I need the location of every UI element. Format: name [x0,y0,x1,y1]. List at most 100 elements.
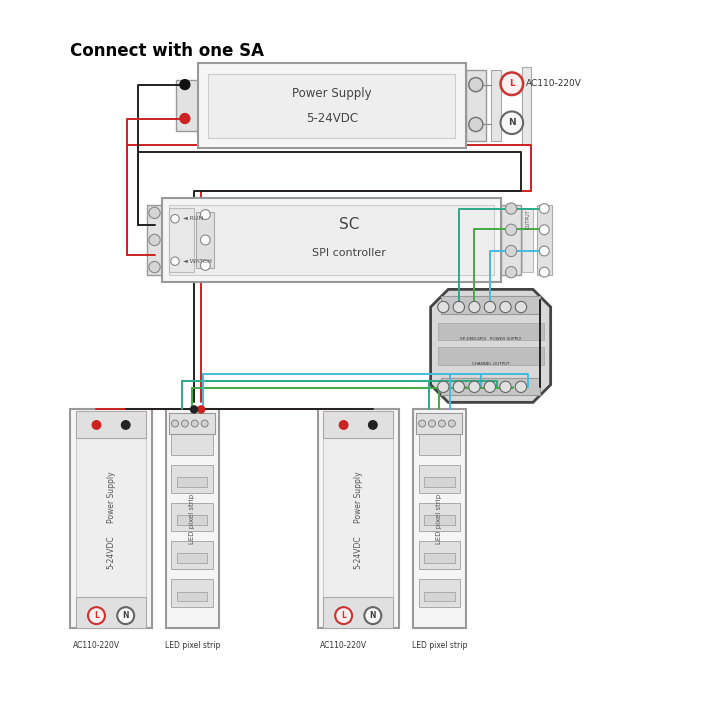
Bar [323,438,393,600]
Text: LED pixel strip: LED pixel strip [436,494,442,544]
Circle shape [197,406,204,413]
Bar [438,348,544,365]
Circle shape [191,406,197,413]
Bar [323,597,393,629]
Circle shape [335,607,352,624]
Bar [418,464,460,492]
Bar [171,464,213,492]
Bar [171,503,213,531]
Text: N: N [508,118,516,127]
Text: SP-DMX-SPI3   POWER SUPPLY: SP-DMX-SPI3 POWER SUPPLY [460,337,521,341]
Bar [523,208,533,271]
Circle shape [201,420,208,427]
Bar [171,579,213,607]
Bar [418,541,460,569]
Circle shape [516,302,526,312]
Circle shape [485,381,495,392]
Text: ◄ RUN: ◄ RUN [184,216,204,221]
Bar [323,411,393,438]
Text: 5-24VDC: 5-24VDC [107,535,116,569]
Text: SPI controller: SPI controller [312,248,386,258]
Bar [523,67,531,145]
Circle shape [485,302,495,312]
Text: AC110-220V: AC110-220V [526,79,582,89]
Circle shape [453,302,464,312]
Bar [208,74,455,138]
Circle shape [438,420,446,427]
Bar [147,204,163,275]
Bar [490,71,501,141]
Circle shape [539,267,549,277]
Text: N: N [369,611,376,620]
Circle shape [192,420,198,427]
Circle shape [117,607,134,624]
Text: Power Supply: Power Supply [292,86,372,99]
Text: 5-24VDC: 5-24VDC [306,112,358,125]
Text: LED pixel strip: LED pixel strip [165,641,220,650]
Circle shape [438,381,449,392]
Bar [171,541,213,569]
Circle shape [200,261,210,270]
Bar [166,410,219,629]
Bar [424,554,454,563]
Bar [418,426,460,454]
Bar [177,554,207,563]
Bar [416,413,462,434]
Circle shape [505,246,517,256]
Bar [536,204,552,275]
Circle shape [505,266,517,278]
Bar [169,208,194,271]
Circle shape [88,607,105,624]
Text: L: L [509,79,515,89]
Bar [76,411,146,438]
Circle shape [469,117,483,132]
Bar [424,477,454,487]
Circle shape [453,381,464,392]
Bar [177,477,207,487]
Circle shape [469,381,480,392]
Text: Power Supply: Power Supply [107,471,116,523]
Text: OUTPUT: OUTPUT [526,209,531,228]
Bar [424,592,454,601]
Bar [196,212,214,269]
Circle shape [149,261,160,273]
Circle shape [539,225,549,235]
Bar [76,597,146,629]
Circle shape [171,420,179,427]
Text: CHANNEL OUTPUT: CHANNEL OUTPUT [472,361,510,366]
Circle shape [539,246,549,256]
Bar [162,197,501,282]
Text: AC110-220V: AC110-220V [320,641,367,650]
Circle shape [364,607,382,624]
Circle shape [500,302,511,312]
Circle shape [92,420,101,429]
Circle shape [171,215,179,223]
Text: LED pixel strip: LED pixel strip [189,494,195,544]
Bar [71,410,152,629]
Bar [418,579,460,607]
Circle shape [200,210,210,220]
Circle shape [500,381,511,392]
Circle shape [438,302,449,312]
Text: L: L [341,611,346,620]
Circle shape [418,420,426,427]
Bar [176,81,199,131]
Bar [466,71,486,141]
Circle shape [181,420,189,427]
Circle shape [339,420,348,429]
Bar [169,204,494,275]
Bar [441,378,540,395]
Bar [318,410,399,629]
Text: SC: SC [338,217,359,233]
Circle shape [505,224,517,235]
Bar [171,426,213,454]
Circle shape [500,112,523,134]
Circle shape [449,420,455,427]
Bar [177,592,207,601]
Circle shape [516,381,526,392]
Bar [424,516,454,525]
Text: Connect with one SA: Connect with one SA [71,42,264,60]
Text: LED pixel strip: LED pixel strip [412,641,467,650]
Circle shape [539,204,549,214]
Circle shape [180,114,190,123]
